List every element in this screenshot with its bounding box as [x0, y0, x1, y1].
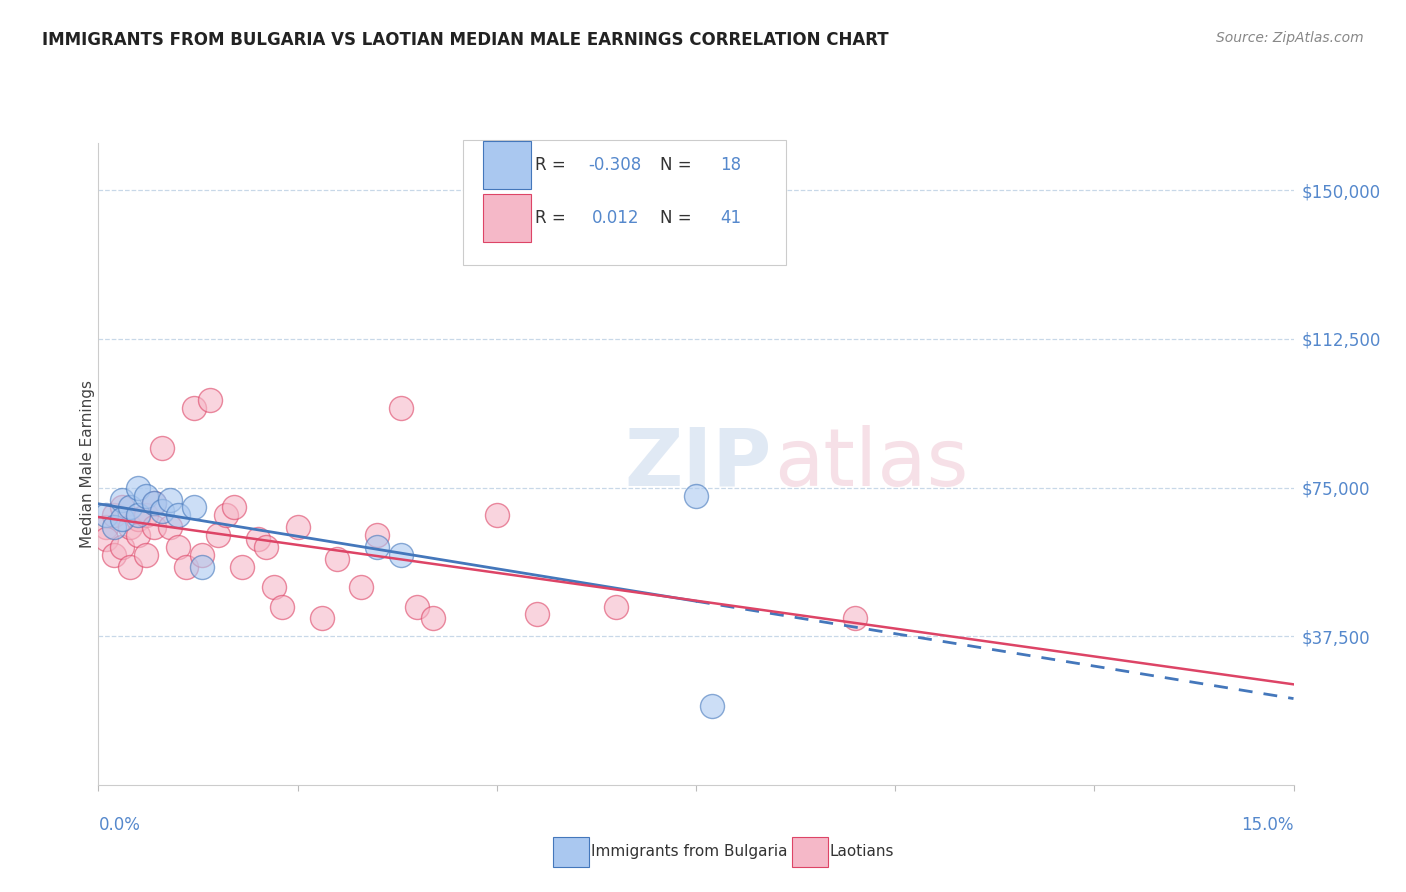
Point — [246, 532, 269, 546]
Text: IMMIGRANTS FROM BULGARIA VS LAOTIAN MEDIAN MALE EARNINGS CORRELATION CHART: IMMIGRANTS FROM BULGARIA VS LAOTIAN MEDI… — [42, 31, 889, 49]
Point — [103, 520, 125, 534]
Point — [127, 481, 149, 495]
Point — [389, 401, 412, 416]
Text: -0.308: -0.308 — [588, 156, 641, 174]
Point — [127, 508, 149, 523]
Point — [406, 599, 429, 614]
Text: 0.0%: 0.0% — [98, 816, 141, 834]
Point — [96, 532, 118, 546]
FancyBboxPatch shape — [484, 141, 531, 189]
Point — [174, 560, 197, 574]
Point — [198, 393, 221, 408]
Point — [150, 441, 173, 455]
Text: R =: R = — [534, 209, 576, 227]
Text: N =: N = — [661, 209, 697, 227]
Point — [96, 520, 118, 534]
Text: 18: 18 — [720, 156, 741, 174]
Point — [254, 540, 277, 554]
Text: Source: ZipAtlas.com: Source: ZipAtlas.com — [1216, 31, 1364, 45]
Point — [389, 548, 412, 562]
Point — [111, 512, 134, 526]
Point — [159, 492, 181, 507]
Point — [263, 580, 285, 594]
Point — [287, 520, 309, 534]
Text: Laotians: Laotians — [830, 845, 894, 859]
Point — [311, 611, 333, 625]
Point — [270, 599, 292, 614]
Point — [111, 540, 134, 554]
Point — [685, 489, 707, 503]
Point — [159, 520, 181, 534]
Point — [231, 560, 253, 574]
Point — [143, 496, 166, 510]
Point — [191, 548, 214, 562]
Point — [526, 607, 548, 622]
Point — [143, 520, 166, 534]
Point — [111, 492, 134, 507]
Text: 41: 41 — [720, 209, 741, 227]
Point — [120, 560, 142, 574]
Point — [103, 508, 125, 523]
Point — [605, 599, 627, 614]
Point — [183, 500, 205, 515]
Point — [120, 500, 142, 515]
Point — [120, 520, 142, 534]
Point — [150, 504, 173, 518]
Point — [422, 611, 444, 625]
Text: 15.0%: 15.0% — [1241, 816, 1294, 834]
Point — [350, 580, 373, 594]
Point — [103, 548, 125, 562]
Point — [135, 548, 157, 562]
Point — [207, 528, 229, 542]
Point — [127, 528, 149, 542]
Point — [135, 489, 157, 503]
Point — [167, 540, 190, 554]
Point — [844, 611, 866, 625]
Text: N =: N = — [661, 156, 697, 174]
FancyBboxPatch shape — [484, 194, 531, 243]
Point — [143, 496, 166, 510]
Point — [96, 508, 118, 523]
Point — [111, 500, 134, 515]
FancyBboxPatch shape — [463, 139, 786, 265]
Text: 0.012: 0.012 — [592, 209, 640, 227]
Point — [366, 528, 388, 542]
Y-axis label: Median Male Earnings: Median Male Earnings — [80, 380, 94, 548]
Text: atlas: atlas — [773, 425, 967, 503]
Point — [135, 508, 157, 523]
Point — [326, 552, 349, 566]
Point — [127, 512, 149, 526]
Point — [366, 540, 388, 554]
Point — [167, 508, 190, 523]
Point — [222, 500, 245, 515]
Point — [183, 401, 205, 416]
Point — [215, 508, 238, 523]
Point — [191, 560, 214, 574]
Text: R =: R = — [534, 156, 571, 174]
Text: ZIP: ZIP — [624, 425, 772, 503]
Point — [700, 698, 723, 713]
Point — [485, 508, 508, 523]
Text: Immigrants from Bulgaria: Immigrants from Bulgaria — [591, 845, 787, 859]
